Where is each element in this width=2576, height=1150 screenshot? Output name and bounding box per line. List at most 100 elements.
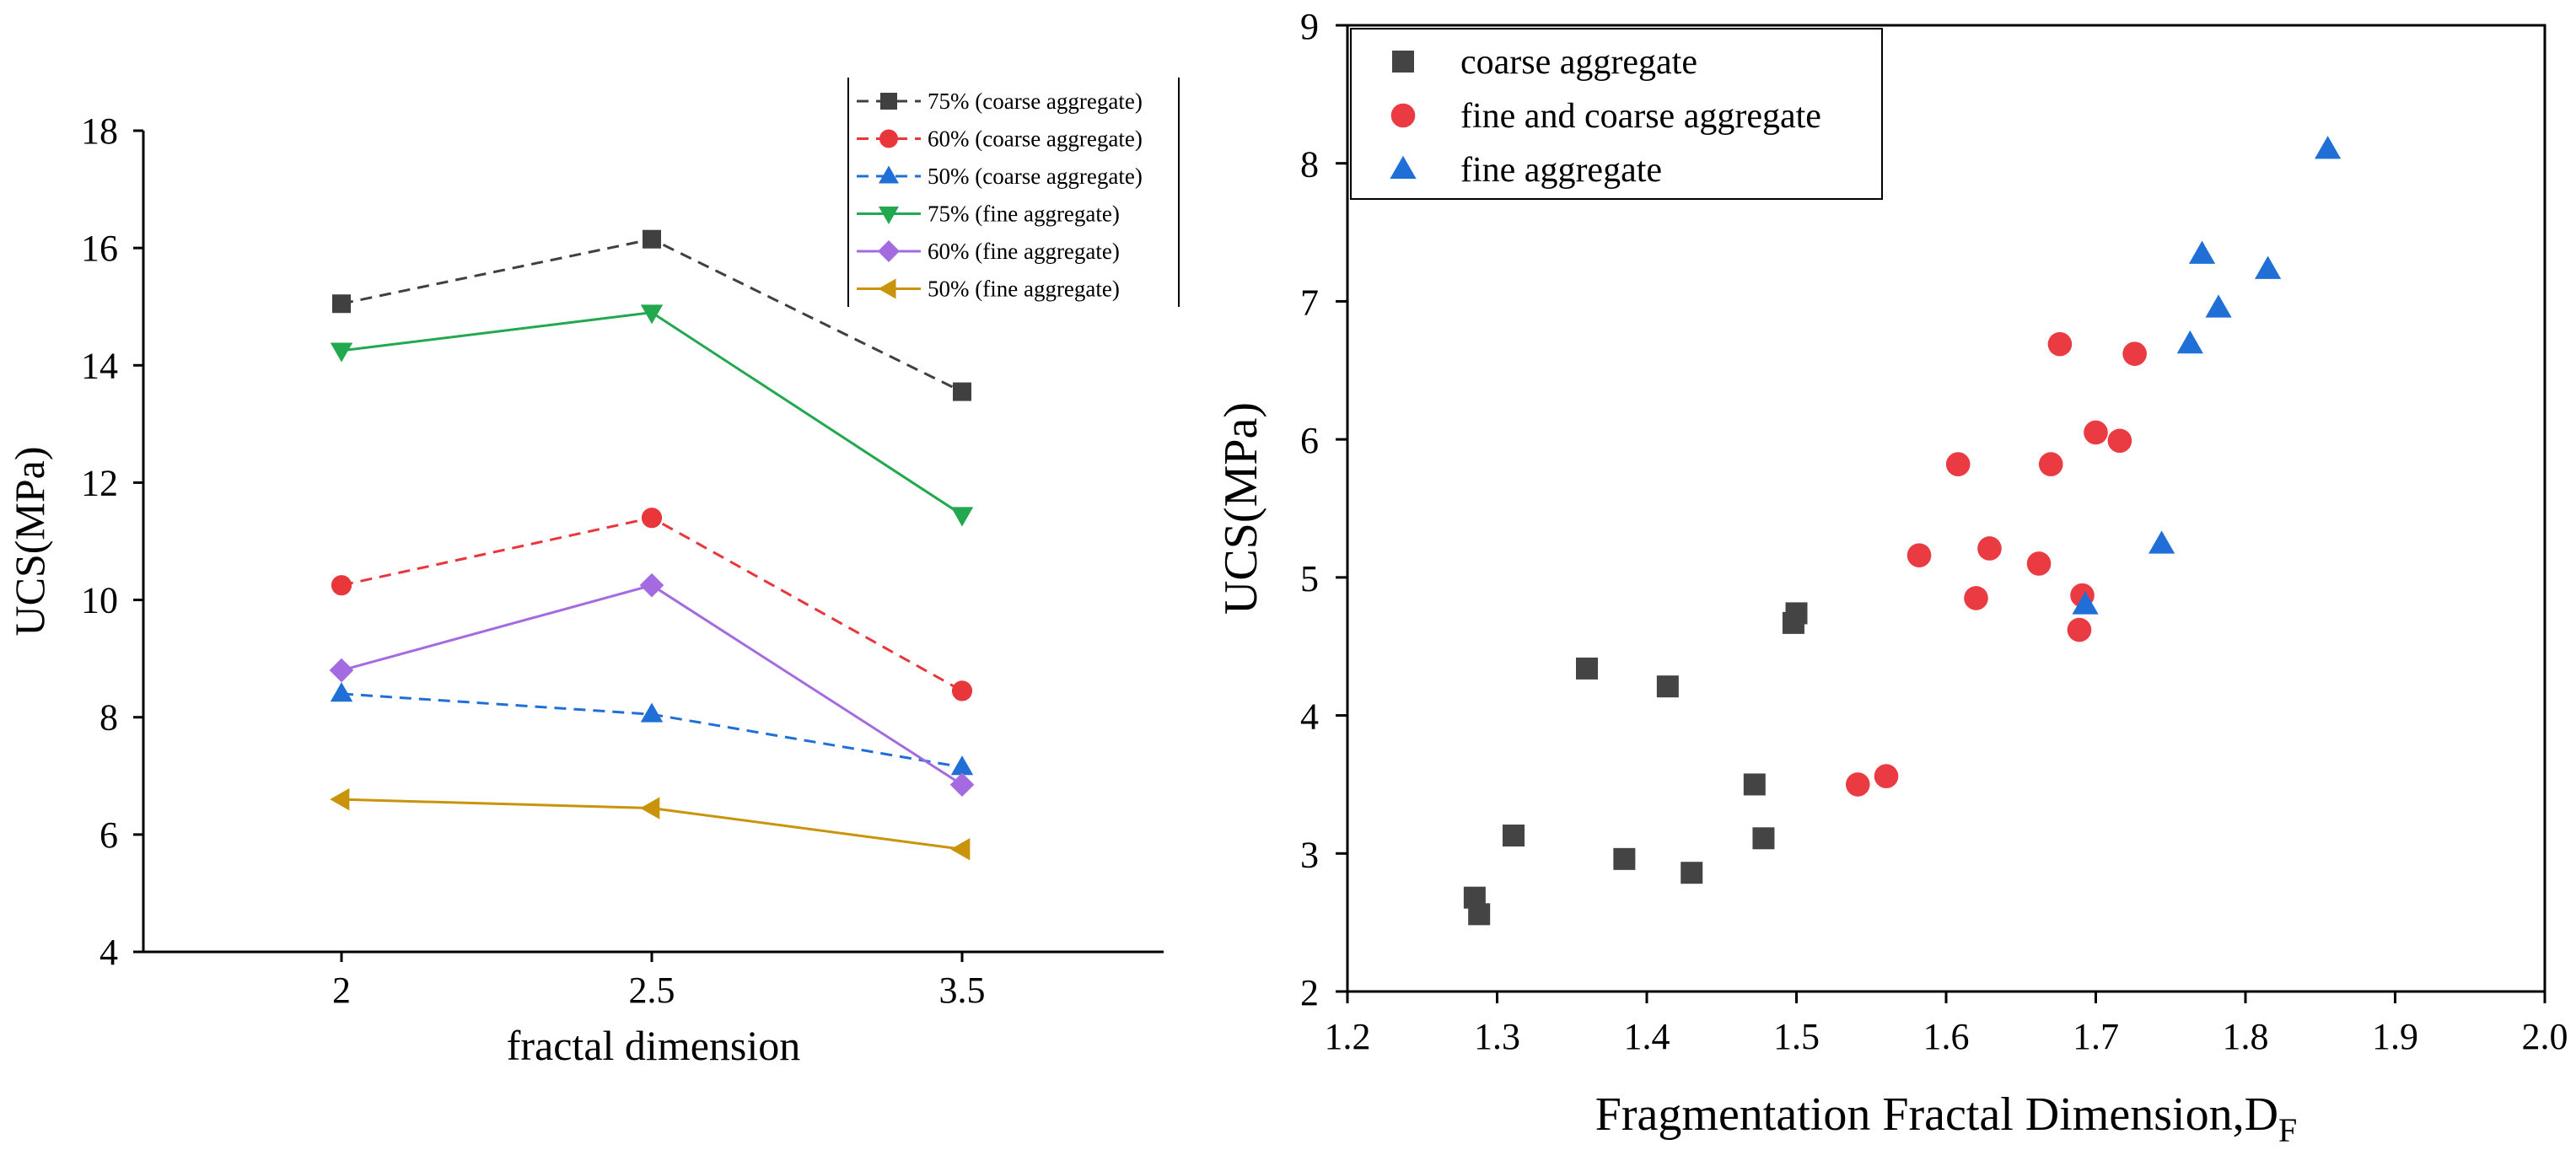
right-x-tick-label: 1.9: [2372, 1016, 2418, 1057]
left-data-point: [640, 304, 664, 325]
right-x-tick-label: 2.0: [2522, 1016, 2568, 1057]
right-x-tick-label: 1.2: [1325, 1016, 1371, 1057]
right-x-axis-title-main: Fragmentation Fractal Dimension,D: [1595, 1088, 2278, 1141]
right-data-point: [1874, 764, 1899, 788]
right-x-tick-label: 1.8: [2223, 1016, 2269, 1057]
left-x-tick-label: 2: [332, 970, 351, 1011]
left-x-tick-label: 3.5: [939, 970, 986, 1011]
left-legend-label: 75% (coarse aggregate): [928, 89, 1143, 114]
right-x-axis-title: Fragmentation Fractal Dimension,DF: [1595, 1088, 2298, 1149]
right-data-point: [2107, 428, 2132, 454]
left-y-tick-label: 8: [99, 697, 118, 739]
right-legend-label: coarse aggregate: [1460, 43, 1697, 82]
left-legend-marker: [879, 165, 899, 184]
left-data-point: [330, 342, 353, 363]
right-data-point: [2205, 294, 2232, 318]
left-y-tick-label: 6: [99, 814, 118, 856]
right-scatter-chart: 2 3 4 5 6 7 8 9 1.2 1.3 1.4 1.5 1.6 1.7 1.8 1.9 2.0 coa…: [1215, 6, 2568, 1149]
right-legend-item: coarse aggregate: [1392, 43, 1697, 82]
left-data-point: [641, 508, 663, 529]
right-legend-item: fine and coarse aggregate: [1390, 97, 1821, 136]
right-data-point: [1945, 452, 1971, 476]
right-data-point: [2122, 341, 2147, 366]
right-data-point: [2315, 136, 2342, 159]
right-data-point: [2047, 331, 2073, 357]
left-data-point: [330, 787, 350, 811]
right-data-point: [2038, 452, 2063, 476]
left-legend-marker: [880, 93, 897, 110]
left-data-point: [643, 229, 661, 249]
left-legend: 75% (coarse aggregate) 60% (coarse aggreg…: [847, 78, 1180, 307]
left-data-point: [950, 507, 974, 527]
left-data-point: [329, 658, 354, 683]
right-legend-marker: [1392, 51, 1414, 73]
left-y-tick-label: 12: [81, 462, 118, 503]
right-x-tick-label: 1.5: [1773, 1016, 1820, 1057]
left-data-point: [951, 680, 973, 701]
left-legend-label: 50% (coarse aggregate): [928, 164, 1143, 189]
right-data-point: [2026, 551, 2052, 576]
right-x-tick-label: 1.6: [1923, 1016, 1970, 1057]
left-y-tick-label: 18: [81, 110, 118, 152]
left-legend-marker: [878, 240, 900, 262]
right-legend-marker: [1390, 103, 1416, 128]
right-data-point: [2255, 255, 2282, 279]
left-x-axis-title: fractal dimension: [507, 1022, 801, 1069]
right-data-point: [1576, 657, 1598, 680]
left-y-tick-label: 4: [99, 932, 118, 973]
right-data-point: [2188, 240, 2216, 264]
right-data-point: [1656, 675, 1679, 698]
right-data-point: [1964, 586, 1988, 610]
left-legend-item: 75% (coarse aggregate): [857, 89, 1143, 114]
left-data-point: [953, 382, 971, 401]
right-x-ticks: 1.2 1.3 1.4 1.5 1.6 1.7 1.8 1.9 2.0: [1325, 991, 2568, 1057]
left-y-tick-label: 10: [81, 580, 118, 621]
right-x-tick-label: 1.4: [1624, 1016, 1670, 1057]
left-legend-label: 60% (coarse aggregate): [928, 126, 1143, 152]
right-data-point: [1977, 536, 2002, 561]
right-data-point: [2176, 330, 2203, 354]
right-series-1: [1463, 602, 1808, 926]
right-y-tick-label: 7: [1300, 282, 1319, 323]
right-legend-marker: [1390, 155, 1417, 180]
right-series-group: [1463, 136, 2342, 926]
left-series-5: [329, 572, 975, 798]
right-data-point: [2148, 530, 2175, 554]
left-data-point: [949, 772, 975, 798]
left-data-point: [332, 294, 351, 314]
left-data-point: [330, 682, 353, 702]
right-y-tick-label: 5: [1300, 558, 1319, 599]
left-data-point: [950, 755, 974, 776]
left-x-tick-label: 2.5: [629, 970, 675, 1011]
right-data-point: [1613, 847, 1636, 870]
right-data-point: [2072, 591, 2099, 615]
left-series-1: [332, 229, 971, 401]
right-x-axis-title-subscript: F: [2278, 1111, 2297, 1149]
left-x-ticks: 2 2.5 3.5: [332, 952, 986, 1011]
right-data-point: [1845, 772, 1870, 797]
right-y-tick-label: 6: [1300, 420, 1319, 461]
right-data-point: [2084, 420, 2108, 445]
right-legend-item: fine aggregate: [1390, 151, 1662, 190]
left-legend-item: 50% (fine aggregate): [857, 277, 1120, 302]
left-legend-marker: [878, 278, 896, 299]
right-data-point: [1743, 773, 1766, 796]
left-legend-marker: [879, 207, 899, 224]
right-y-ticks: 2 3 4 5 6 7 8 9: [1300, 6, 1347, 1013]
left-legend-item: 60% (coarse aggregate): [857, 126, 1143, 152]
right-y-tick-label: 9: [1300, 6, 1319, 47]
left-legend-label: 75% (fine aggregate): [928, 202, 1120, 227]
left-series-6: [330, 787, 971, 861]
right-x-tick-label: 1.3: [1474, 1016, 1520, 1057]
right-y-tick-label: 8: [1300, 144, 1319, 185]
left-legend-item: 75% (fine aggregate): [857, 202, 1120, 227]
left-data-point: [950, 838, 971, 861]
left-series-3: [330, 682, 974, 776]
right-data-point: [1681, 862, 1703, 884]
left-data-point: [639, 572, 664, 598]
left-series-group: [329, 229, 975, 861]
left-chart-axes: [142, 131, 1164, 954]
right-data-point: [1752, 827, 1775, 850]
left-data-point: [640, 702, 664, 723]
right-y-tick-label: 4: [1300, 696, 1319, 738]
